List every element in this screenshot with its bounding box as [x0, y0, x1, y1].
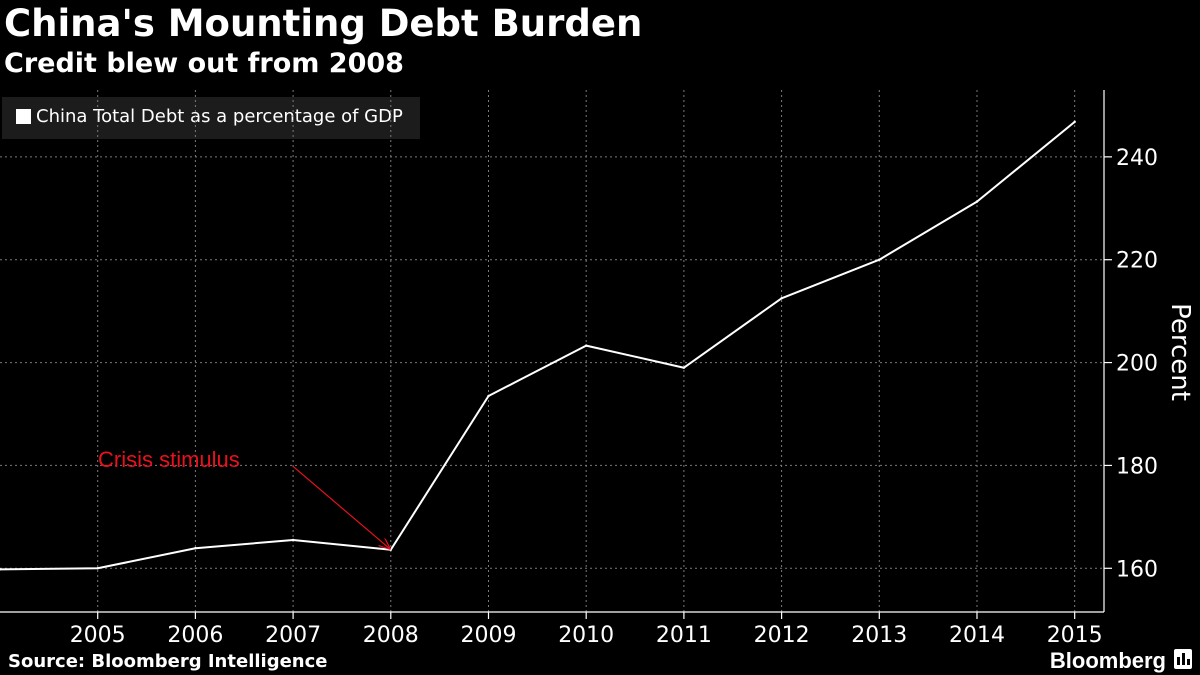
x-tick-label-2006: 2006	[167, 623, 223, 648]
data-point-2011	[682, 366, 686, 369]
x-tick-label-2014: 2014	[949, 623, 1005, 648]
data-point-2015	[1073, 120, 1076, 124]
y-tick-label-240: 240	[1116, 146, 1158, 171]
bloomberg-chart-icon	[1174, 649, 1192, 669]
x-tick-label-2008: 2008	[363, 623, 419, 648]
axes: 2005 2006 2007 2008 2009 2010 2011 2012 2013 2014…	[0, 90, 1195, 648]
x-tick-label-2015: 2015	[1047, 623, 1103, 648]
data-point-2010	[584, 344, 588, 347]
chart-legend: China Total Debt as a percentage of GDP	[2, 97, 420, 139]
gridlines	[0, 90, 1104, 612]
y-tick-label-220: 220	[1116, 249, 1158, 274]
data-point-2014	[975, 200, 979, 203]
data-point-2005	[96, 567, 99, 570]
x-tick-label-2010: 2010	[558, 623, 614, 648]
x-tick-label-2012: 2012	[754, 623, 810, 648]
annotation-text-0: Crisis stimulus	[98, 447, 240, 472]
x-tick-label-2009: 2009	[460, 623, 516, 648]
data-point-2009	[487, 394, 490, 398]
y-axis-label: Percent	[1165, 303, 1195, 401]
annotation-layer: Crisis stimulus	[98, 447, 390, 549]
x-tick-label-2007: 2007	[265, 623, 321, 648]
data-point-2012	[780, 297, 783, 300]
y-tick-label-200: 200	[1116, 352, 1158, 377]
legend-label: China Total Debt as a percentage of GDP	[36, 106, 403, 127]
data-point-2008	[389, 548, 392, 551]
series-layer	[0, 120, 1076, 571]
data-point-2004	[0, 568, 2, 571]
chart-title: China's Mounting Debt Burden	[4, 2, 643, 45]
chart-subtitle: Credit blew out from 2008	[4, 48, 404, 79]
y-tick-label-160: 160	[1116, 557, 1158, 582]
data-point-2013	[878, 258, 881, 261]
source-note: Source: Bloomberg Intelligence	[8, 651, 328, 672]
annotation-arrow-0	[292, 466, 390, 548]
y-tick-label-180: 180	[1116, 454, 1158, 479]
legend-swatch	[16, 109, 31, 124]
series-line-0	[0, 121, 1076, 571]
x-tick-label-2013: 2013	[851, 623, 907, 648]
x-tick-label-2005: 2005	[70, 623, 126, 648]
data-point-2007	[291, 538, 295, 542]
data-point-2006	[194, 547, 197, 550]
bloomberg-logo: Bloomberg	[1049, 648, 1166, 673]
x-tick-label-2011: 2011	[656, 623, 712, 648]
